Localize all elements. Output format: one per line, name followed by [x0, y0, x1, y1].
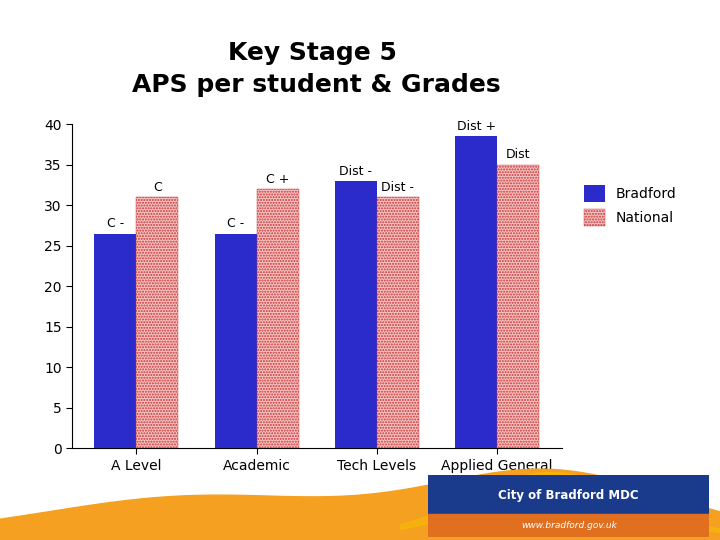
Text: C -: C - — [107, 217, 124, 230]
Bar — [215, 233, 256, 448]
Text: C -: C - — [227, 217, 244, 230]
Bar — [94, 233, 136, 448]
Text: C: C — [153, 181, 162, 194]
Bar — [498, 165, 539, 448]
Bar — [256, 189, 299, 448]
Legend: Bradford, National: Bradford, National — [578, 180, 682, 232]
Bar — [136, 197, 179, 448]
Bar — [377, 197, 419, 448]
Bar — [335, 181, 377, 448]
Polygon shape — [0, 469, 720, 540]
Text: www.bradford.gov.uk: www.bradford.gov.uk — [521, 521, 617, 530]
Text: City of Bradford MDC: City of Bradford MDC — [498, 489, 639, 502]
Text: Dist +: Dist + — [456, 120, 496, 133]
Bar — [428, 475, 709, 514]
Bar — [428, 514, 709, 537]
Text: C +: C + — [266, 173, 289, 186]
Text: APS per student & Grades: APS per student & Grades — [132, 73, 501, 97]
Bar — [455, 137, 498, 448]
Text: Dist: Dist — [506, 148, 531, 161]
Text: Dist -: Dist - — [382, 181, 415, 194]
Text: Dist -: Dist - — [339, 165, 372, 178]
Text: Key Stage 5: Key Stage 5 — [228, 41, 405, 65]
